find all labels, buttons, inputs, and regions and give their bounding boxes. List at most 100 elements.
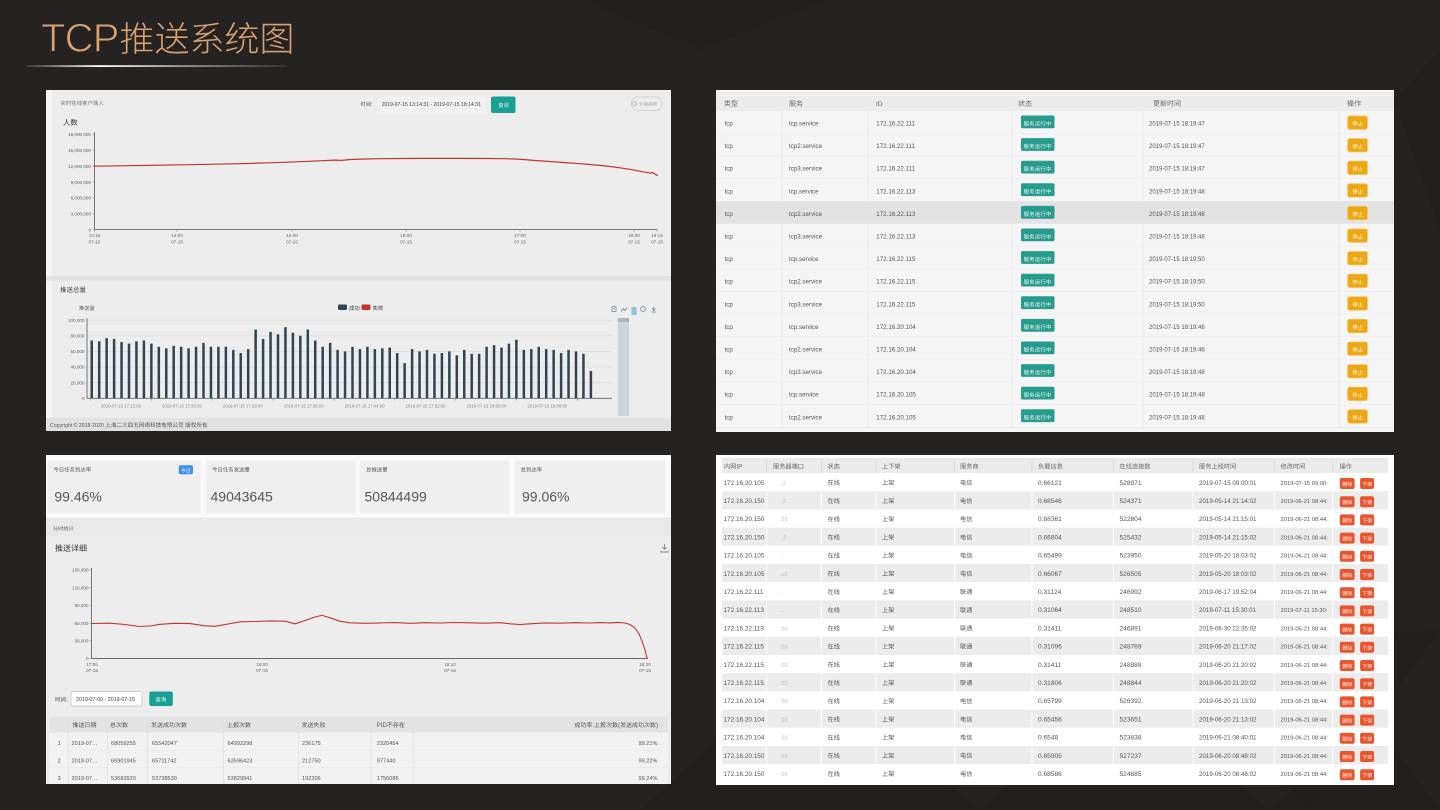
- svg-text:0.31124: 0.31124: [1038, 589, 1062, 596]
- svg-text:2019-07-15 17:20:00: 2019-07-15 17:20:00: [162, 403, 203, 408]
- svg-text:60,000: 60,000: [74, 621, 88, 626]
- svg-text:07-15: 07-15: [639, 668, 651, 673]
- svg-text:0.66121: 0.66121: [1038, 480, 1062, 487]
- svg-text:172.16.20.105: 172.16.20.105: [724, 571, 765, 578]
- svg-text:tcp.service: tcp.service: [789, 324, 819, 331]
- svg-text:3: 3: [58, 776, 61, 782]
- svg-text:2019-06-21 08:44:: 2019-06-21 08:44:: [1281, 499, 1329, 505]
- svg-text:2320454: 2320454: [377, 741, 399, 747]
- svg-text:2019-06-20 21:13:02: 2019-06-20 21:13:02: [1199, 716, 1257, 723]
- svg-text:): ): [656, 723, 658, 729]
- svg-text:07-15: 07-15: [400, 240, 412, 245]
- svg-text:2019-06-21 08:44:: 2019-06-21 08:44:: [1281, 717, 1329, 723]
- svg-text:172.16.22.111: 172.16.22.111: [876, 143, 915, 150]
- svg-text:192306: 192306: [302, 776, 321, 782]
- svg-text:172.16.20.104: 172.16.20.104: [876, 347, 916, 354]
- svg-text:524685: 524685: [1120, 771, 1142, 778]
- svg-text:172.16.20.105: 172.16.20.105: [876, 414, 916, 421]
- svg-text:68059255: 68059255: [111, 741, 136, 747]
- svg-text:tcp: tcp: [725, 166, 734, 173]
- svg-text:100,000: 100,000: [68, 318, 85, 323]
- svg-text:15,000,000: 15,000,000: [68, 148, 91, 153]
- svg-text:172.16.20.150: 172.16.20.150: [724, 498, 765, 505]
- svg-text:07-15: 07-15: [651, 240, 663, 245]
- svg-text:66901945: 66901945: [111, 759, 136, 765]
- svg-text:07-15: 07-15: [171, 240, 183, 245]
- svg-text:18:10: 18:10: [444, 662, 456, 667]
- svg-text:tcp2.service: tcp2.service: [789, 279, 823, 286]
- svg-text::03: :03: [780, 681, 788, 687]
- svg-text:0.68586: 0.68586: [1038, 771, 1062, 778]
- svg-text:07-15: 07-15: [89, 240, 101, 245]
- svg-text:tcp.service: tcp.service: [789, 392, 819, 399]
- svg-text:2019-07-15 18:19:48: 2019-07-15 18:19:48: [1149, 212, 1205, 218]
- svg-text:248510: 248510: [1120, 607, 1142, 614]
- svg-text:.u3: .u3: [780, 572, 788, 578]
- svg-text::03: :03: [780, 754, 788, 760]
- svg-text:246992: 246992: [1120, 589, 1142, 596]
- svg-text:0.31411: 0.31411: [1038, 662, 1062, 669]
- svg-text:2019-07-15 18:19:50: 2019-07-15 18:19:50: [1149, 257, 1205, 263]
- svg-text:tcp3.service: tcp3.service: [789, 301, 823, 308]
- svg-text:2019-07-15 18:19:50: 2019-07-15 18:19:50: [1149, 280, 1205, 286]
- svg-text:523651: 523651: [1120, 716, 1142, 723]
- svg-text:tcp2.service: tcp2.service: [789, 211, 823, 218]
- svg-text:tcp: tcp: [725, 234, 734, 241]
- svg-text:236175: 236175: [302, 741, 321, 747]
- svg-text:18,000,000: 18,000,000: [68, 132, 91, 137]
- svg-text:2019-07-15 18:19:47: 2019-07-15 18:19:47: [1149, 144, 1205, 150]
- svg-text:2019-07-15 18:19:46: 2019-07-15 18:19:46: [1149, 348, 1205, 354]
- svg-text:2019-07…: 2019-07…: [72, 741, 98, 747]
- svg-text:172.16.20.105: 172.16.20.105: [876, 392, 916, 399]
- svg-text:18:00: 18:00: [256, 662, 268, 667]
- svg-text:30,000: 30,000: [74, 639, 88, 644]
- svg-text:2019-07…: 2019-07…: [72, 776, 98, 782]
- svg-text:2019-06-20 21:13:02: 2019-06-20 21:13:02: [1199, 698, 1257, 705]
- svg-text::: :: [592, 723, 594, 729]
- svg-text:172.16.20.104: 172.16.20.104: [724, 735, 765, 742]
- svg-text:18:00: 18:00: [628, 233, 640, 238]
- svg-text:53738530: 53738530: [152, 776, 177, 782]
- svg-text:tcp: tcp: [725, 121, 734, 128]
- svg-text:528971: 528971: [1120, 480, 1142, 487]
- svg-text:tcp3.service: tcp3.service: [789, 166, 823, 173]
- svg-text:2019-07-15 09:00:01: 2019-07-15 09:00:01: [1199, 480, 1257, 487]
- svg-text:172.16.20.104: 172.16.20.104: [876, 369, 916, 376]
- svg-text:60,000: 60,000: [70, 349, 84, 354]
- svg-text:172.16.20.150: 172.16.20.150: [724, 753, 765, 760]
- svg-text:2019-07-15 13:14:31 - 2019-07-: 2019-07-15 13:14:31 - 2019-07-15 18:14:3…: [382, 102, 481, 108]
- svg-text:2019-06-21 08:44:: 2019-06-21 08:44:: [1281, 663, 1329, 669]
- svg-text:99.24%: 99.24%: [639, 776, 658, 782]
- svg-text:..2: ..2: [780, 499, 786, 505]
- svg-text:50844499: 50844499: [365, 489, 428, 505]
- svg-text:523838: 523838: [1120, 735, 1142, 742]
- svg-text:2019-05-14 21:14:02: 2019-05-14 21:14:02: [1199, 498, 1257, 505]
- svg-text:248769: 248769: [1120, 644, 1142, 651]
- svg-text:0: 0: [82, 396, 85, 401]
- svg-text:248888: 248888: [1120, 662, 1142, 669]
- svg-text:0.68361: 0.68361: [1038, 516, 1062, 523]
- svg-text:172.16.22.113: 172.16.22.113: [876, 211, 916, 218]
- svg-text:tcp3.service: tcp3.service: [789, 234, 823, 241]
- svg-text:2019-05-14 21:15:02: 2019-05-14 21:15:02: [1199, 534, 1257, 541]
- svg-text:172.16.22.115: 172.16.22.115: [876, 256, 916, 263]
- svg-text:2019-07-15 18:19:48: 2019-07-15 18:19:48: [1149, 415, 1205, 421]
- svg-text:18:15: 18:15: [651, 233, 663, 238]
- svg-text:523950: 523950: [1120, 553, 1142, 560]
- svg-text:65542047: 65542047: [152, 741, 177, 747]
- svg-text:20,000: 20,000: [70, 380, 84, 385]
- svg-text:2019-06-17 19:52:04: 2019-06-17 19:52:04: [1199, 589, 1257, 596]
- svg-text:172.16.22.113: 172.16.22.113: [876, 188, 916, 195]
- svg-text:tcp2.service: tcp2.service: [789, 414, 823, 421]
- svg-text:2019-06-20 21:20:02: 2019-06-20 21:20:02: [1199, 680, 1257, 687]
- svg-text:tcp: tcp: [725, 279, 734, 286]
- svg-text:172.16.22.111: 172.16.22.111: [724, 589, 764, 596]
- svg-text:2019-07-15 18:19:48: 2019-07-15 18:19:48: [1149, 235, 1205, 241]
- svg-text:172.16.20.105: 172.16.20.105: [724, 553, 765, 560]
- svg-text:63596423: 63596423: [228, 759, 253, 765]
- svg-text:2019-07-15 17:12:00: 2019-07-15 17:12:00: [101, 403, 142, 408]
- svg-text:0.31064: 0.31064: [1038, 607, 1062, 614]
- svg-text:tcp.service: tcp.service: [789, 188, 819, 195]
- svg-text:2019-06-21 08:44:: 2019-06-21 08:44:: [1281, 736, 1329, 742]
- svg-text:0.65799: 0.65799: [1038, 698, 1062, 705]
